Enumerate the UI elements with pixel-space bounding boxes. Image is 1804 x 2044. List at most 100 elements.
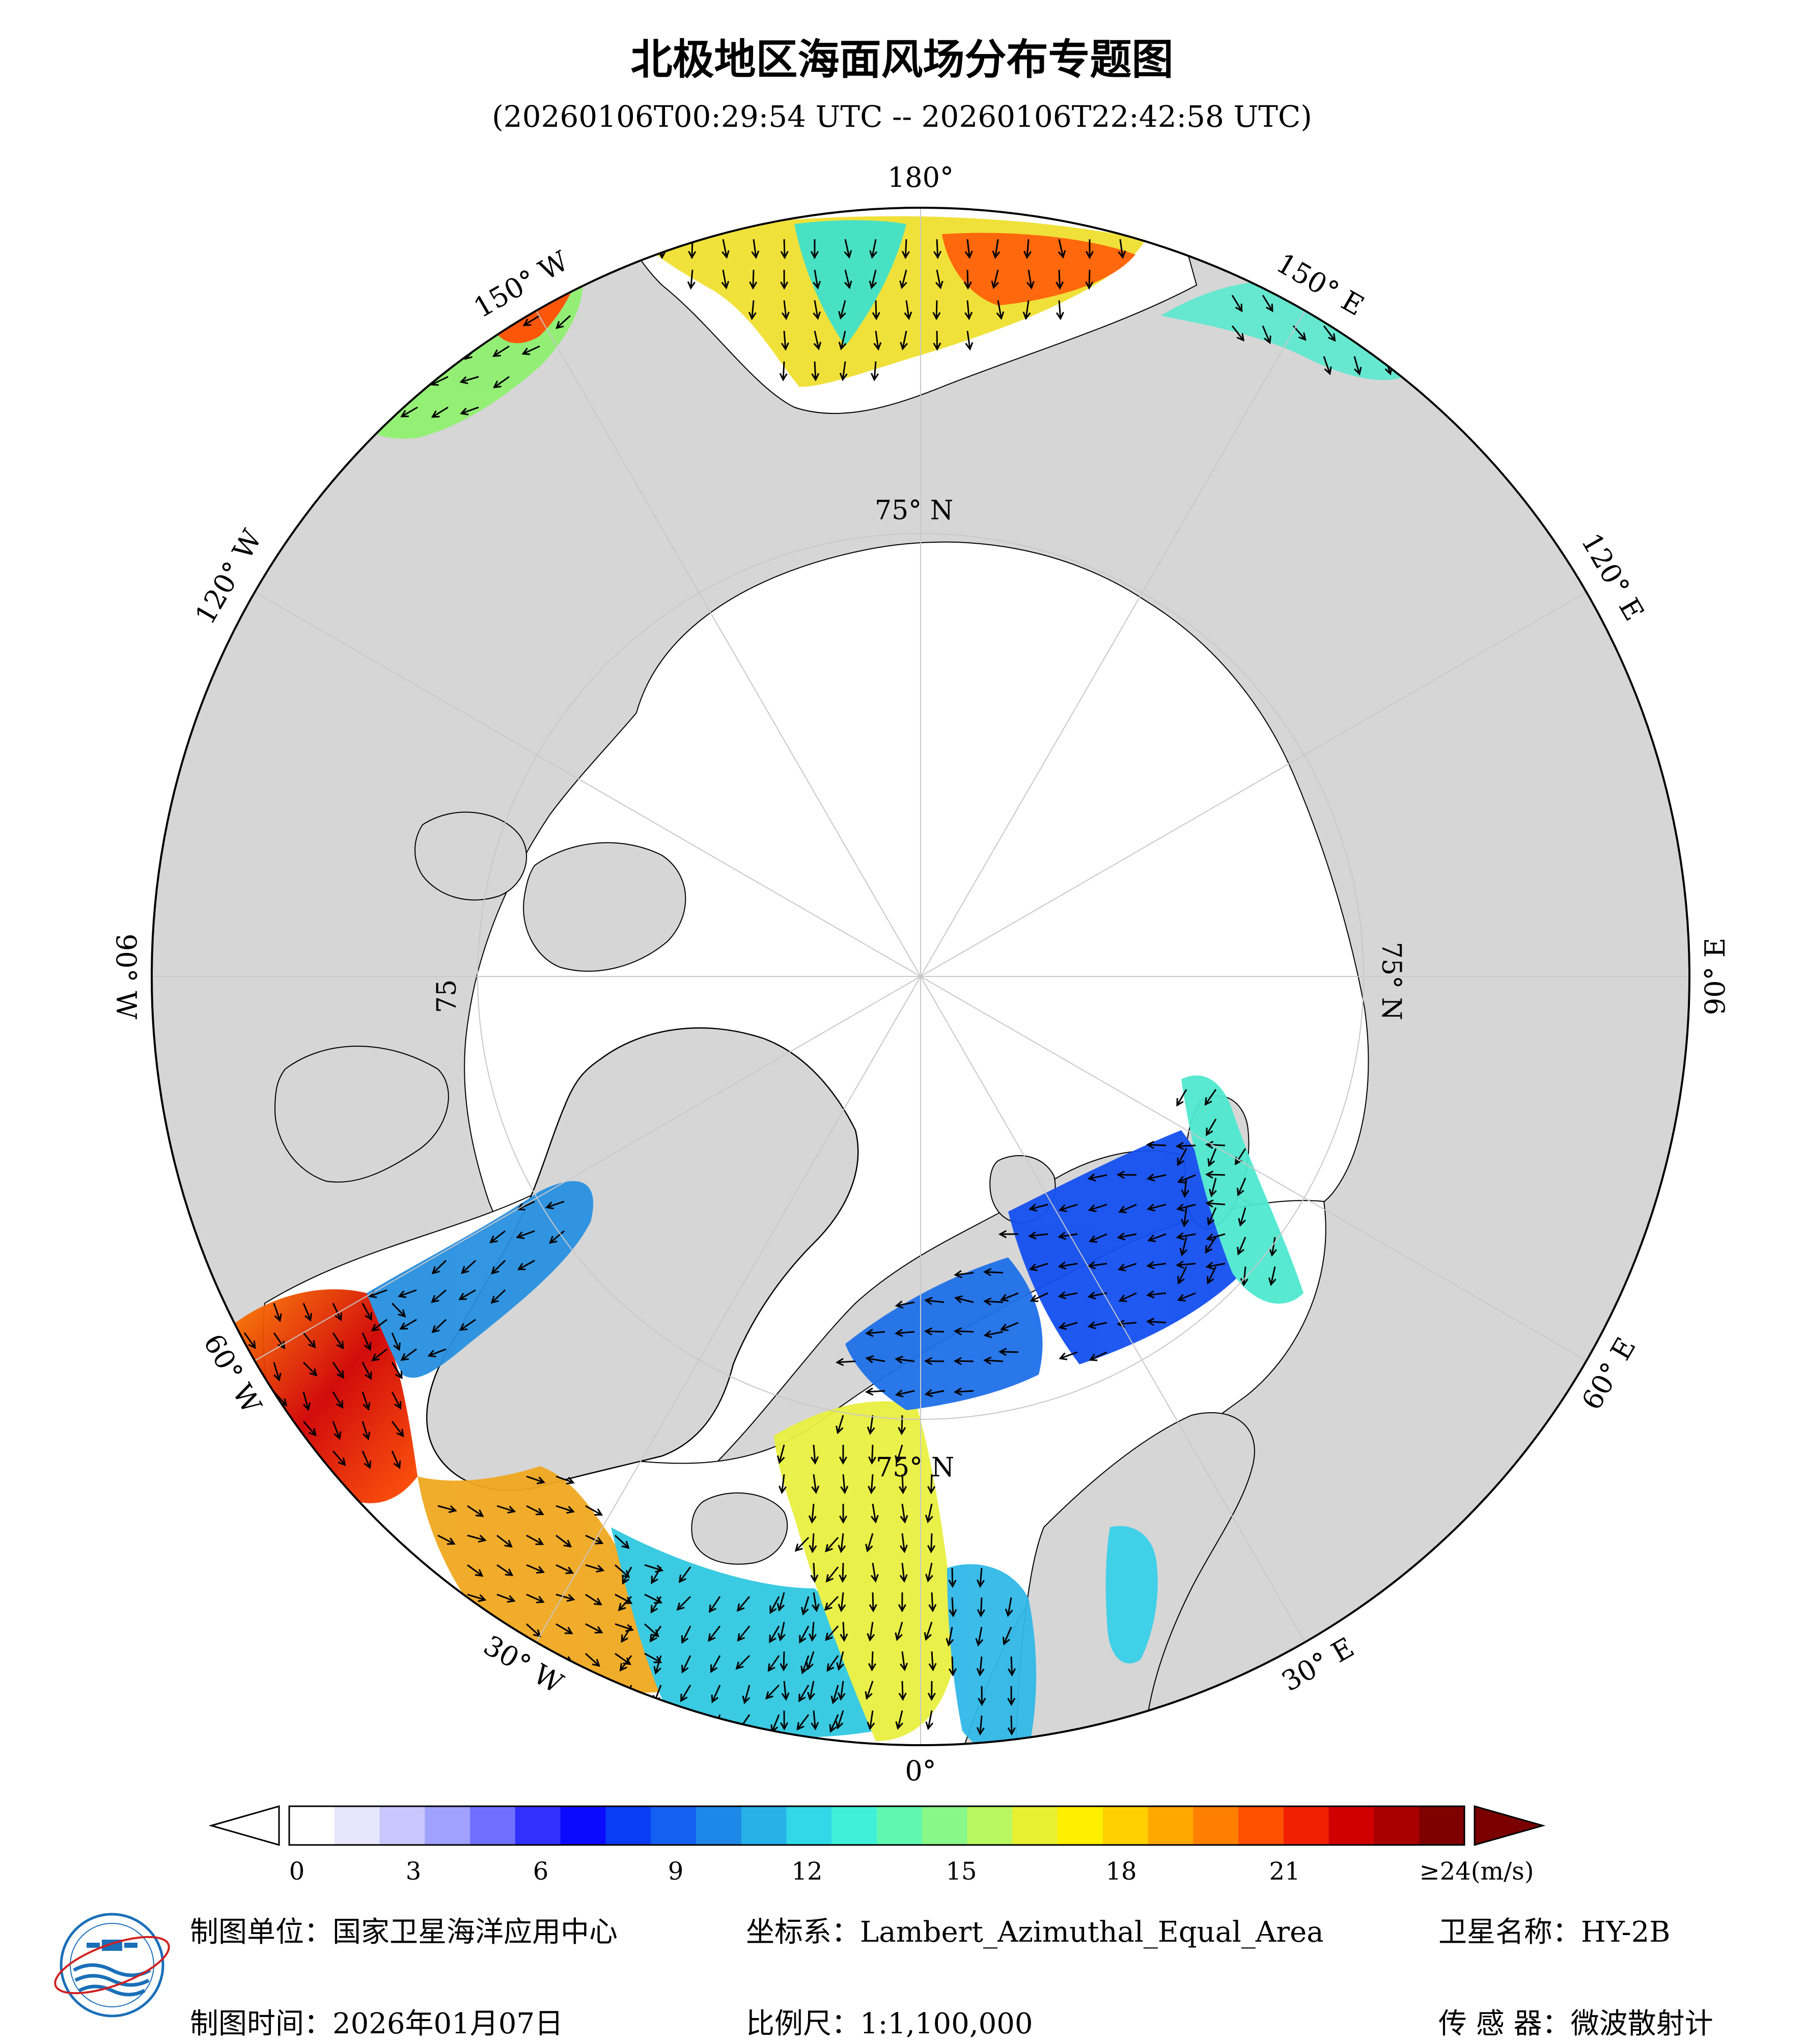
wind-arrow [865, 1533, 874, 1553]
meridian-label: 180° [887, 161, 954, 193]
wind-arrow [925, 1710, 934, 1730]
wind-arrow [898, 1415, 906, 1436]
wind-arrow [585, 1534, 604, 1545]
wind-arrow [840, 1474, 849, 1494]
wind-arrow [976, 1567, 985, 1588]
wind-arrow [461, 1259, 477, 1274]
wind-arrow [924, 1297, 945, 1305]
wind-arrow [800, 1655, 810, 1674]
wind-arrow [1181, 1207, 1189, 1227]
wind-arrow [1238, 1207, 1246, 1227]
wind-arrow [813, 330, 822, 351]
footer-time: 制图时间：2026年01月07日 [190, 2007, 564, 2040]
colorbar-frame [288, 1805, 1465, 1846]
footer-scale: 比例尺：1:1,100,000 [746, 2007, 1033, 2040]
wind-arrow [976, 1656, 985, 1676]
colorbar-segment [1238, 1806, 1284, 1845]
wind-arrow [1146, 1318, 1167, 1326]
wind-arrow [1181, 1178, 1189, 1198]
meridian-line [254, 592, 921, 977]
wind-arrow [370, 406, 387, 418]
wind-arrow [901, 239, 910, 260]
wind-arrow [895, 1329, 915, 1337]
wind-arrow [1205, 1199, 1226, 1208]
colorbar-segment [470, 1806, 516, 1845]
wind-arrow [953, 1327, 974, 1336]
wind-arrow [810, 239, 819, 260]
wind-arrow [526, 1593, 545, 1604]
wind-arrow [585, 1564, 605, 1573]
meridian-line [920, 592, 1587, 977]
wind-arrow [273, 1362, 282, 1382]
wind-arrow [1147, 1203, 1167, 1212]
wind-arrow [839, 361, 848, 381]
wind-arrow [496, 1593, 516, 1603]
wind-arrow [1088, 1203, 1107, 1213]
colorbar-tick-3: 3 [405, 1857, 422, 1886]
wind-arrow [928, 1651, 937, 1672]
wind-arrow [949, 1597, 957, 1618]
wind-swath-irminger [418, 1466, 672, 1693]
wind-arrow [1231, 295, 1243, 313]
colorbar-segment [605, 1806, 652, 1845]
wind-arrow [1085, 239, 1094, 260]
wind-arrow [1176, 1232, 1196, 1241]
wind-arrow [895, 1355, 915, 1364]
wind-arrow [332, 1303, 342, 1322]
wind-arrow [549, 1230, 565, 1244]
wind-arrow [1176, 1261, 1196, 1269]
wind-arrow [1207, 1207, 1217, 1226]
wind-arrow [811, 361, 820, 382]
meridian-line [254, 976, 921, 1361]
wind-arrow [1236, 1178, 1246, 1196]
wind-arrow [1059, 1351, 1078, 1360]
wind-arrow [991, 269, 1000, 290]
wind-arrow [808, 1503, 817, 1524]
wind-arrow [521, 345, 540, 355]
wind-arrow [676, 1595, 691, 1611]
wind-arrow [496, 1505, 516, 1514]
wind-arrow [332, 1391, 344, 1409]
wind-arrow [1207, 1266, 1217, 1285]
wind-arrow [273, 1303, 282, 1322]
wind-arrow [362, 1421, 371, 1441]
wind-arrow [964, 239, 973, 259]
wind-arrow [781, 330, 789, 351]
wind-arrow [1029, 1263, 1048, 1272]
wind-arrow [742, 1685, 751, 1704]
wind-arrow [391, 1362, 403, 1380]
meridian-label: 90° W [110, 934, 142, 1020]
wind-arrow [492, 345, 510, 357]
wind-arrow [1056, 300, 1064, 321]
colorbar-segment [922, 1806, 968, 1845]
wind-arrow [868, 1444, 876, 1465]
wind-arrow [809, 1533, 817, 1554]
colorbar-segment [289, 1806, 335, 1845]
wind-arrow [836, 1651, 844, 1671]
wind-arrow [585, 1653, 600, 1667]
wind-arrow [927, 1474, 936, 1495]
wind-arrow [1087, 1173, 1107, 1182]
wind-arrow [825, 1626, 839, 1641]
wind-arrow [371, 1319, 387, 1332]
wind-arrow [811, 1710, 819, 1730]
wind-arrow [1008, 1656, 1016, 1677]
wind-arrow [1353, 325, 1363, 345]
colorbar-tick-9: 9 [668, 1857, 684, 1886]
wind-arrow [963, 269, 972, 290]
wind-arrow [776, 1444, 785, 1464]
wind-arrow [895, 1444, 903, 1464]
wind-arrow [1029, 1203, 1048, 1212]
wind-arrow [830, 1685, 839, 1704]
wind-arrow [865, 1681, 874, 1700]
wind-arrow [977, 1597, 985, 1618]
wind-swath-greenland-sea [845, 1257, 1043, 1410]
wind-arrow [721, 239, 730, 259]
wind-arrow [545, 1200, 565, 1210]
wind-arrow [899, 1533, 908, 1553]
wind-arrow [332, 1450, 346, 1466]
wind-arrow [992, 239, 1001, 259]
wind-arrow [362, 1450, 372, 1469]
wind-arrow [867, 1621, 875, 1642]
